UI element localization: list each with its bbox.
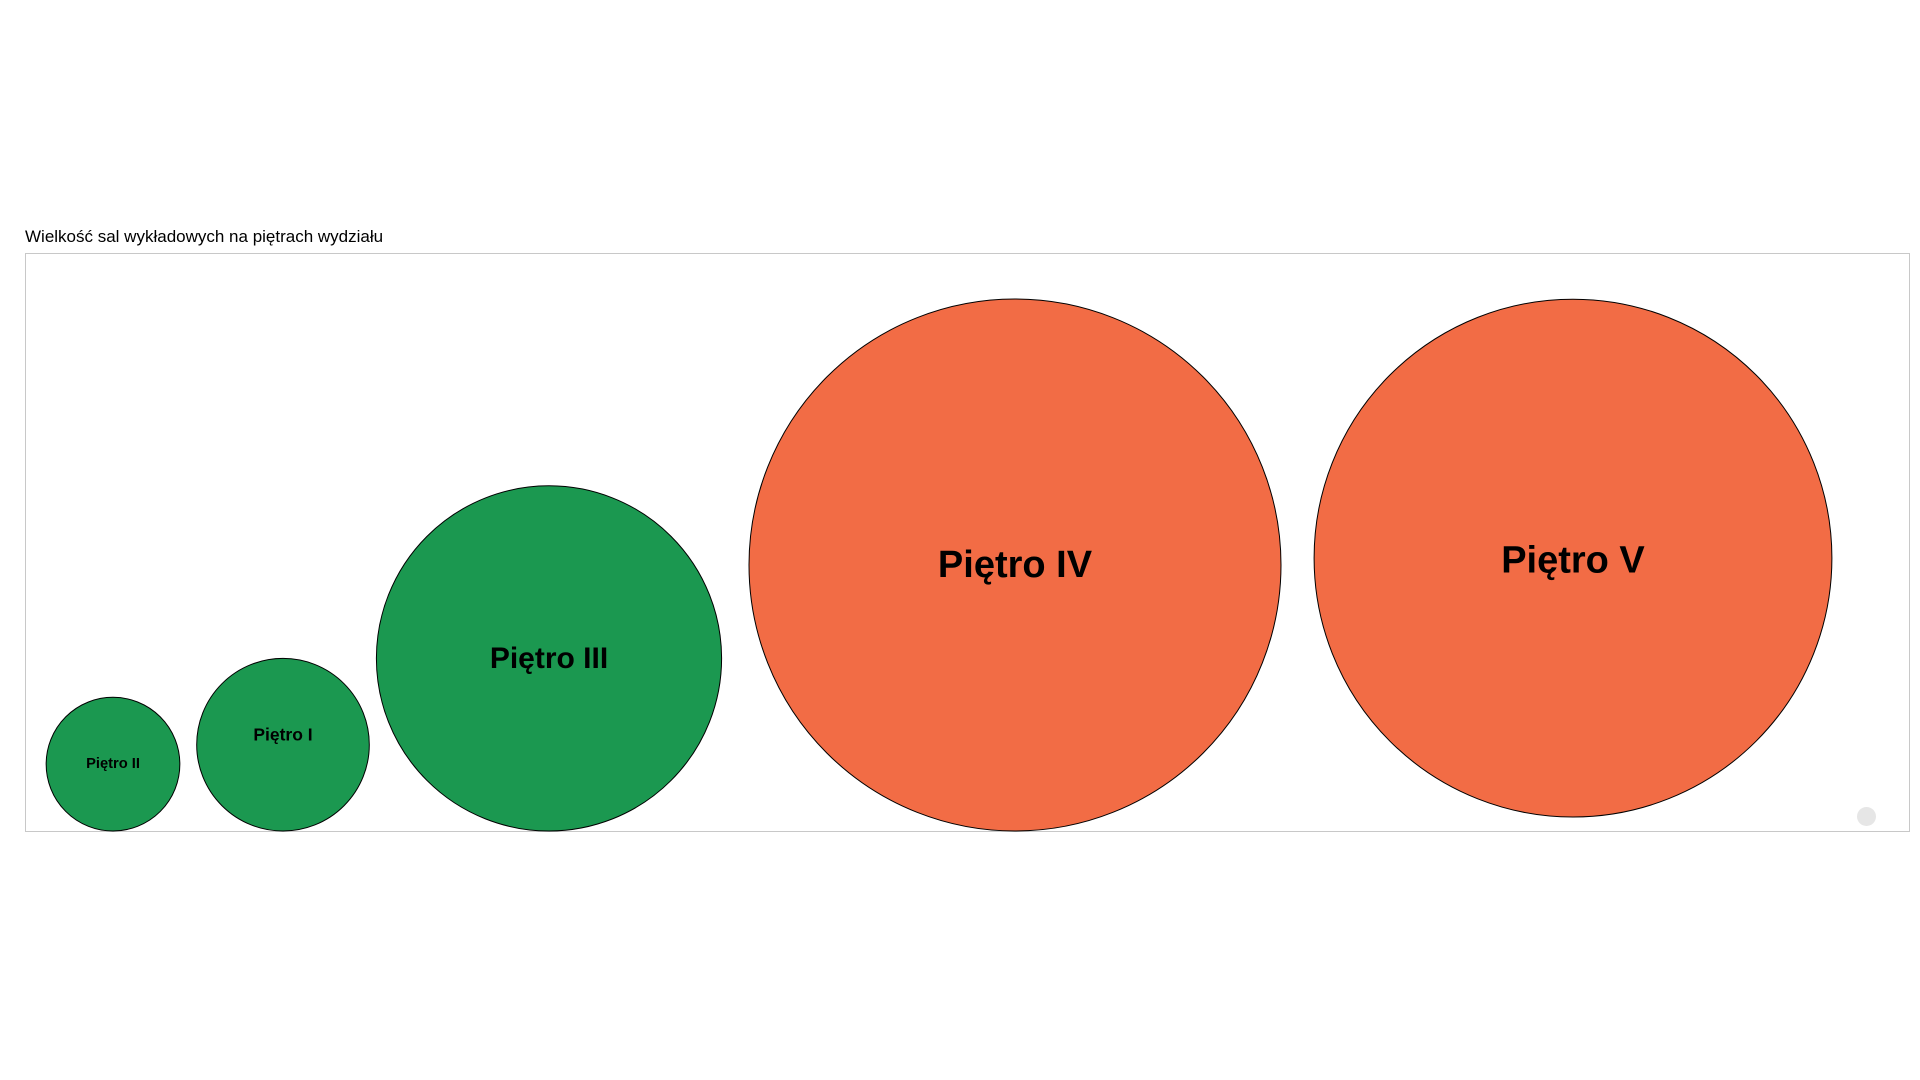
bubble-3[interactable] [375,485,723,832]
resize-handle-icon[interactable] [1857,807,1876,826]
bubble-label-3: Piętro III [490,642,608,675]
bubble-5[interactable] [1313,298,1833,818]
bubble-4[interactable] [748,298,1282,832]
bubble-label-5: Piętro V [1501,540,1645,582]
bubble-2[interactable] [196,657,370,832]
bubble-label-4: Piętro IV [938,544,1093,586]
bubble-1[interactable] [45,696,181,832]
chart-title: Wielkość sal wykładowych na piętrach wyd… [25,227,384,246]
bubble-label-1: Piętro II [86,756,140,772]
bubble-label-2: Piętro I [253,724,312,744]
